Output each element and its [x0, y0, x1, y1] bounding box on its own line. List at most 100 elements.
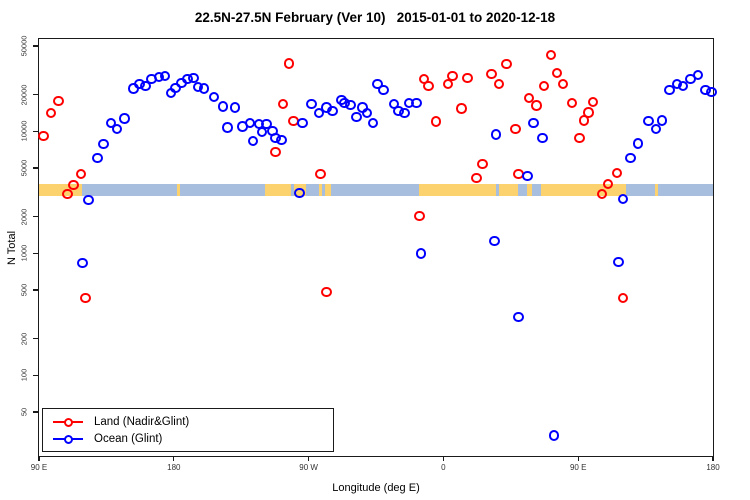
data-point-ocean	[217, 101, 229, 112]
data-point-ocean	[208, 91, 220, 103]
legend-item-land: Land (Nadir&Glint)	[53, 415, 189, 429]
data-point-ocean	[351, 111, 362, 123]
data-point-ocean	[119, 113, 130, 124]
data-point-ocean	[105, 117, 117, 129]
data-point-ocean	[327, 105, 338, 117]
y-tick-label: 50	[19, 407, 29, 417]
data-point-land	[471, 172, 482, 184]
data-point-ocean	[306, 98, 317, 110]
data-point-land	[574, 132, 585, 144]
data-point-ocean	[415, 248, 427, 259]
y-tick-mark	[32, 93, 38, 96]
data-point-ocean	[367, 117, 379, 129]
map-strip-land-segment	[654, 184, 658, 196]
y-tick-mark	[32, 45, 38, 47]
data-point-land	[583, 107, 594, 118]
ocean-series-symbol	[53, 432, 83, 446]
data-point-ocean	[677, 80, 689, 92]
data-point-land	[315, 168, 326, 180]
data-point-ocean	[372, 78, 383, 90]
data-point-land	[538, 80, 549, 92]
data-point-land	[53, 95, 64, 107]
data-point-land	[486, 68, 497, 80]
x-tick-mark	[308, 456, 310, 461]
data-point-land	[430, 116, 442, 127]
y-tick-label: 20000	[19, 84, 29, 105]
data-point-land	[611, 167, 623, 179]
x-tick-label: 180	[167, 463, 181, 472]
map-strip-land-segment	[176, 184, 180, 196]
y-tick-mark	[32, 215, 38, 218]
data-point-ocean	[613, 256, 624, 268]
legend-item-ocean: Ocean (Glint)	[53, 432, 162, 446]
y-tick-label: 10000	[19, 120, 29, 142]
plot-area: N Total Longitude (deg E) Land (Nadir&Gl…	[6, 36, 720, 494]
data-point-ocean	[83, 194, 94, 206]
y-tick-mark	[32, 411, 38, 413]
data-point-ocean	[650, 123, 662, 135]
data-point-ocean	[140, 80, 151, 92]
x-tick-label: 90 E	[569, 463, 587, 472]
data-point-ocean	[411, 97, 422, 109]
data-point-ocean	[159, 70, 171, 82]
data-point-ocean	[490, 129, 502, 140]
data-point-land	[551, 67, 563, 79]
y-tick-label: 50000	[19, 35, 29, 57]
y-tick-label: 2000	[19, 208, 29, 225]
data-point-land	[462, 72, 473, 84]
data-point-land	[602, 178, 614, 190]
legend-label-land: Land (Nadir&Glint)	[94, 416, 190, 428]
x-tick-mark	[712, 456, 714, 461]
data-point-land	[587, 96, 599, 108]
y-tick-label: 100	[19, 369, 29, 382]
data-point-ocean	[111, 123, 123, 135]
data-point-ocean	[522, 170, 533, 182]
map-strip-land-segment	[498, 184, 519, 196]
x-tick-label: 90 E	[30, 463, 48, 472]
y-tick-label: 200	[19, 332, 29, 345]
map-strip-land-segment	[540, 184, 627, 196]
data-point-ocean	[537, 132, 548, 144]
data-point-land	[531, 100, 542, 111]
x-tick-mark	[442, 456, 444, 461]
data-point-ocean	[229, 102, 241, 113]
data-point-ocean	[261, 118, 272, 130]
data-point-ocean	[399, 107, 410, 119]
data-point-ocean	[489, 235, 500, 247]
y-tick-mark	[32, 252, 38, 254]
map-strip-land-segment	[325, 184, 332, 196]
data-point-land	[523, 92, 535, 104]
data-point-land	[277, 98, 289, 110]
data-point-land	[617, 292, 629, 304]
data-point-land	[423, 80, 434, 92]
data-point-ocean	[247, 135, 259, 147]
data-point-ocean	[706, 86, 717, 98]
map-strip-land-segment	[319, 184, 323, 196]
legend-box: Land (Nadir&Glint) Ocean (Glint)	[42, 408, 334, 452]
data-point-land	[596, 188, 608, 200]
data-point-land	[321, 286, 332, 298]
data-point-ocean	[297, 117, 308, 129]
data-point-ocean	[77, 257, 88, 269]
data-point-land	[283, 58, 295, 69]
x-tick-mark	[577, 456, 579, 461]
data-point-ocean	[548, 430, 560, 441]
data-point-land	[414, 210, 425, 221]
chart-title: 22.5N-27.5N February (Ver 10) 2015-01-01…	[194, 10, 556, 25]
data-point-ocean	[617, 193, 629, 205]
y-tick-label: 1000	[19, 244, 29, 262]
data-point-land	[80, 292, 91, 304]
data-point-land	[545, 49, 557, 61]
data-point-land	[45, 107, 57, 119]
y-tick-mark	[32, 374, 38, 376]
data-point-ocean	[528, 117, 539, 129]
data-point-land	[75, 168, 87, 180]
data-point-land	[493, 78, 505, 90]
data-point-ocean	[170, 82, 181, 94]
data-point-land	[456, 103, 467, 114]
y-tick-mark	[32, 167, 38, 169]
y-tick-label: 500	[19, 283, 29, 297]
map-strip-land-segment	[265, 184, 291, 196]
data-point-ocean	[664, 84, 675, 96]
